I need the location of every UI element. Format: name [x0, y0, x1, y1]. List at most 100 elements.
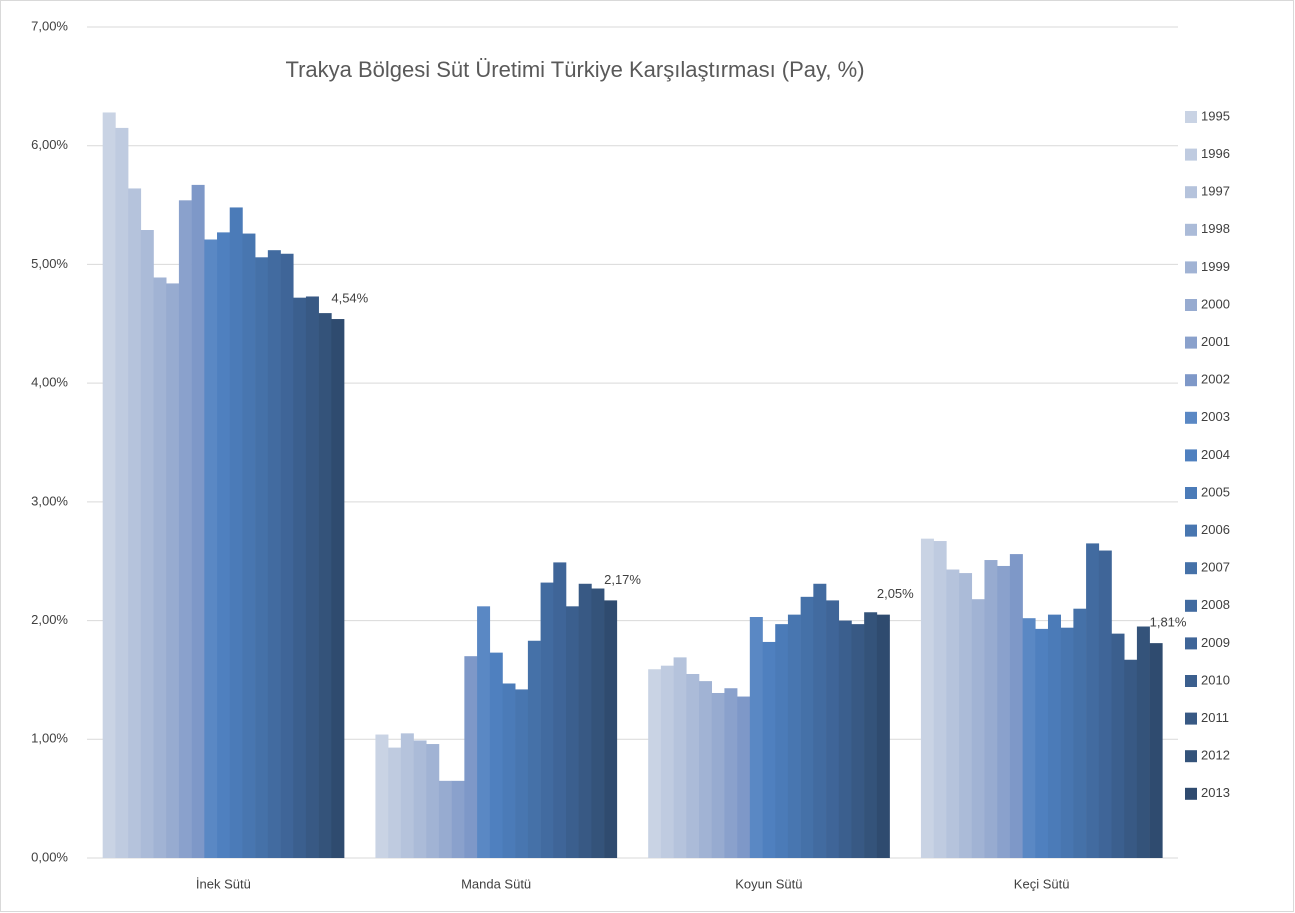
bar [762, 641, 776, 858]
bar [267, 250, 281, 858]
bar [464, 656, 478, 858]
bar [1149, 643, 1163, 858]
bar [673, 657, 687, 858]
bar [115, 127, 129, 858]
bar [229, 207, 243, 859]
bar [997, 565, 1011, 858]
legend-swatch [1185, 562, 1197, 575]
legend-label: 1999 [1201, 259, 1230, 274]
bar [851, 624, 865, 858]
bar [280, 253, 294, 859]
bar [876, 614, 890, 858]
bar [388, 747, 402, 858]
chart-title: Trakya Bölgesi Süt Üretimi Türkiye Karşı… [285, 57, 864, 82]
bar [451, 780, 465, 858]
legend-label: 2010 [1201, 672, 1230, 687]
bar [838, 620, 852, 858]
bar [787, 614, 801, 858]
bar [166, 283, 180, 858]
bar [1098, 550, 1112, 858]
bar [864, 612, 878, 858]
bar [438, 780, 452, 858]
legend-label: 2005 [1201, 484, 1230, 499]
y-tick-label: 0,00% [31, 849, 68, 864]
bar [946, 569, 960, 858]
bar [527, 640, 541, 858]
bar [984, 560, 998, 858]
y-tick-label: 4,00% [31, 375, 68, 390]
bar [375, 734, 389, 858]
legend-label: 2003 [1201, 409, 1230, 424]
bar [800, 596, 814, 858]
x-tick-label: Manda Sütü [461, 876, 531, 891]
y-tick-label: 5,00% [31, 256, 68, 271]
bar [565, 606, 580, 858]
bar [1111, 633, 1125, 858]
y-tick-label: 2,00% [31, 612, 68, 627]
bar [578, 583, 592, 858]
legend-swatch [1185, 336, 1197, 349]
legend-swatch [1185, 750, 1197, 763]
bar [699, 681, 713, 858]
bar [737, 696, 751, 858]
bar [724, 688, 738, 858]
legend-swatch [1185, 787, 1197, 800]
bar [660, 665, 674, 858]
data-label: 2,17% [604, 572, 641, 587]
legend-swatch [1185, 411, 1197, 424]
legend-label: 2002 [1201, 372, 1230, 387]
legend-swatch [1185, 111, 1197, 123]
data-label: 2,05% [877, 586, 914, 601]
legend-swatch [1185, 299, 1197, 311]
legend-label: 2000 [1201, 296, 1230, 311]
bar [477, 606, 491, 858]
bar [242, 233, 256, 858]
legend-label: 2008 [1201, 597, 1230, 612]
bar [178, 200, 192, 858]
bar [540, 582, 554, 858]
legend-swatch [1185, 223, 1197, 236]
legend-label: 2007 [1201, 560, 1230, 575]
y-tick-label: 6,00% [31, 137, 68, 152]
bar [553, 562, 567, 858]
legend-swatch [1185, 449, 1197, 462]
bar [140, 230, 154, 858]
legend-swatch [1185, 374, 1197, 387]
bar [413, 740, 427, 858]
x-tick-label: Koyun Sütü [735, 876, 802, 891]
bar [933, 541, 947, 858]
bar [102, 112, 116, 858]
bar [426, 744, 440, 858]
legend-swatch [1185, 261, 1197, 274]
bar [305, 296, 319, 858]
legend-label: 2009 [1201, 635, 1230, 650]
bar [204, 239, 218, 859]
bar [191, 184, 205, 858]
bar [1022, 618, 1036, 858]
legend-swatch [1185, 637, 1197, 650]
bar [502, 683, 516, 858]
bar [1086, 543, 1100, 858]
legend-label: 2012 [1201, 748, 1230, 763]
bar [331, 319, 345, 859]
legend-swatch [1185, 487, 1197, 499]
legend-label: 1995 [1201, 108, 1230, 123]
bar [604, 600, 618, 858]
bar [1009, 554, 1023, 858]
bar [813, 583, 827, 858]
legend-swatch [1185, 675, 1197, 687]
bar [217, 232, 231, 858]
bar [1073, 608, 1087, 858]
bar [293, 297, 307, 858]
bar [1136, 626, 1150, 858]
bar [1047, 614, 1061, 858]
legend-label: 2011 [1201, 710, 1229, 725]
bar [686, 673, 700, 858]
bar [1124, 659, 1138, 858]
legend-label: 2013 [1201, 785, 1230, 800]
bar [959, 573, 973, 858]
legend-swatch [1185, 186, 1197, 199]
bar [515, 689, 529, 858]
legend-label: 2001 [1201, 334, 1230, 349]
bar [648, 669, 662, 858]
